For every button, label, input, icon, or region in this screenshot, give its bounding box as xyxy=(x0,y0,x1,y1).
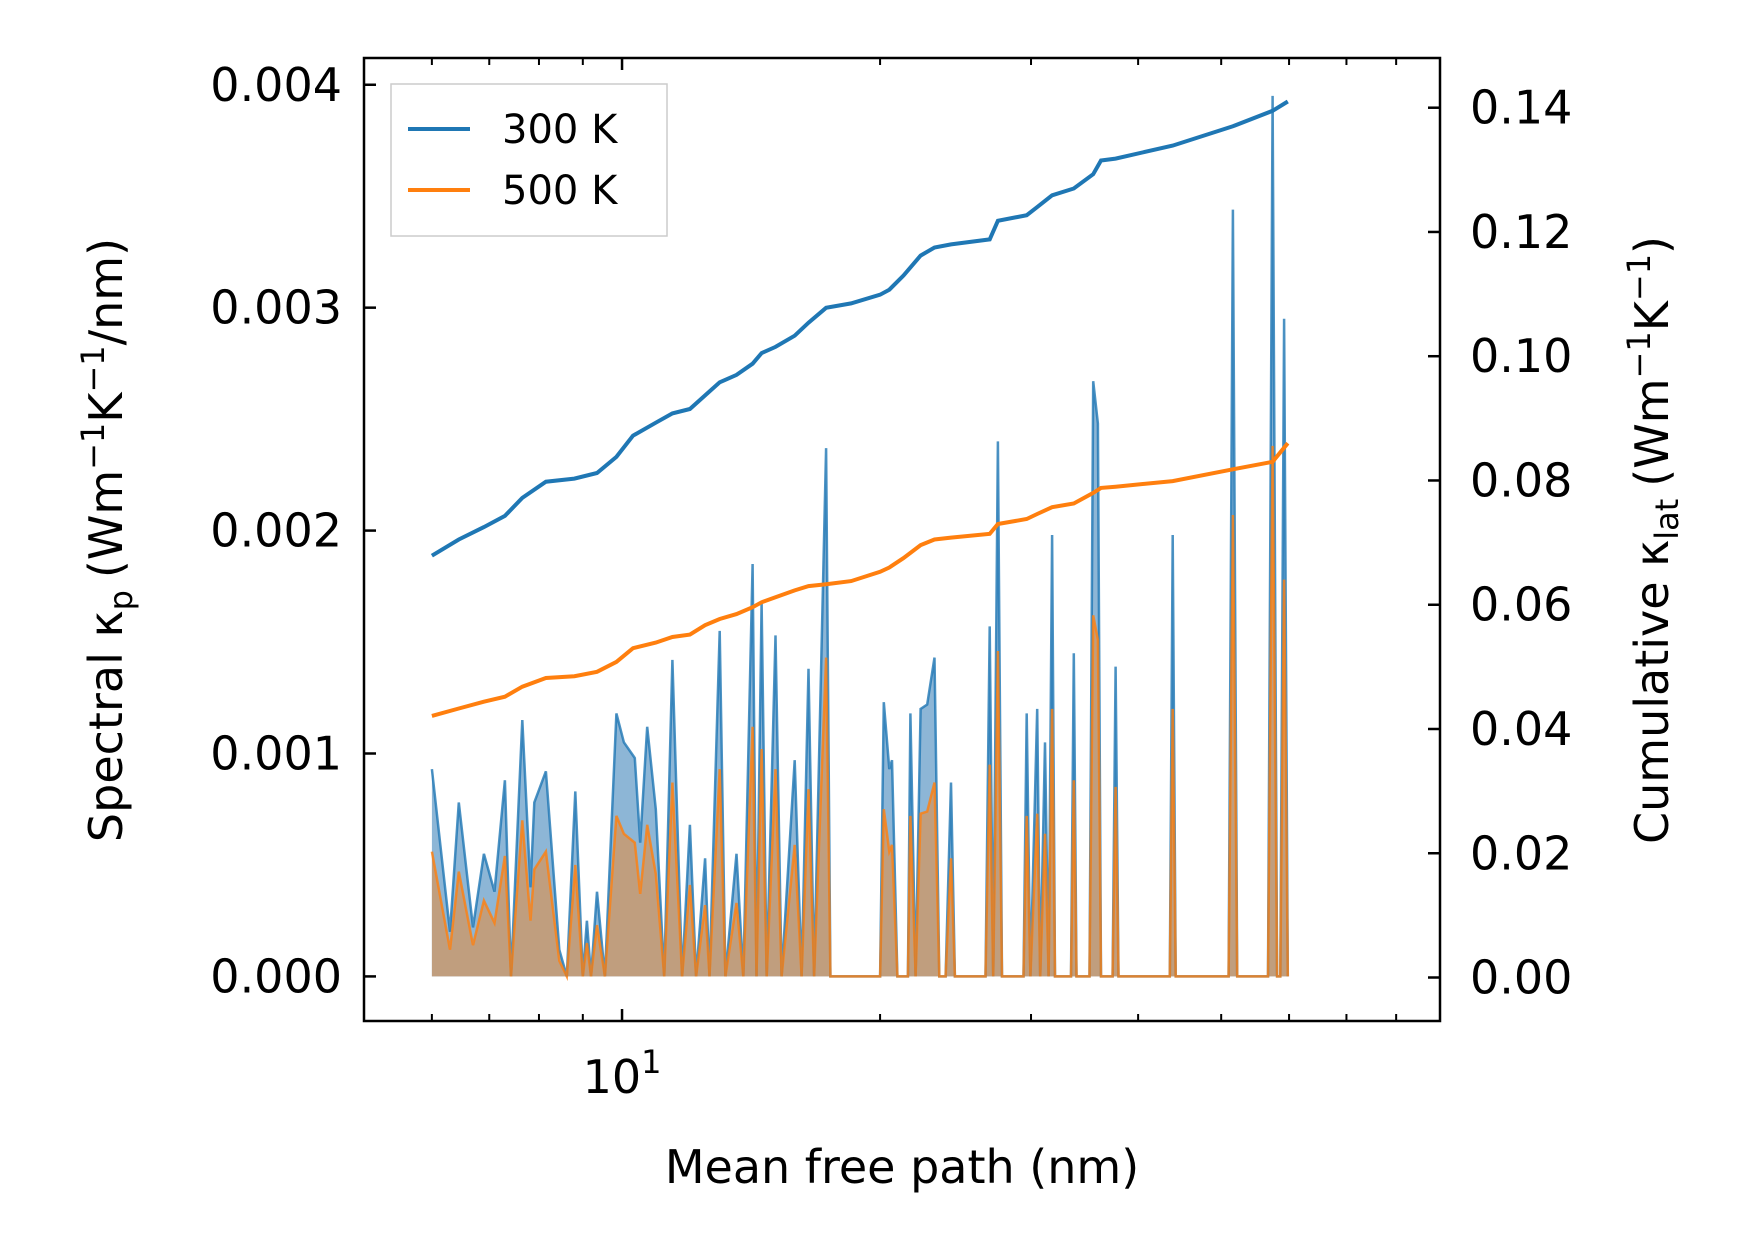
left-axis-title-prefix: Spectral κ xyxy=(79,610,133,842)
right-tick-label: 0.04 xyxy=(1470,702,1572,756)
tick-label-layer: 0.000 0.001 0.002 0.003 0.004 0.00 0.02 0.04 0.0… xyxy=(210,58,1572,1104)
left-tick-label: 0.001 xyxy=(210,727,342,781)
right-axis-title-unit-2: −1 xyxy=(1620,331,1658,378)
x-axis-title: Mean free path (nm) xyxy=(665,1140,1139,1194)
x-tick-label: 101 xyxy=(583,1043,662,1104)
right-tick-label: 0.06 xyxy=(1470,578,1572,632)
plot-frame xyxy=(362,56,1442,1023)
left-axis-title-unit-5: /nm) xyxy=(79,238,133,345)
left-axis-title-sub: p xyxy=(102,590,140,610)
cumulative-line-layer xyxy=(430,99,1290,718)
left-tick-label: 0.003 xyxy=(210,281,342,335)
left-axis-title-unit-3: K xyxy=(79,391,133,423)
right-axis-title-prefix: Cumulative κ xyxy=(1625,540,1679,844)
right-tick-label: 0.00 xyxy=(1470,951,1572,1005)
right-tick-label: 0.14 xyxy=(1470,81,1572,135)
tick-layer xyxy=(363,58,1441,1021)
spectral-line-layer xyxy=(430,95,1290,982)
right-tick-label: 0.12 xyxy=(1470,205,1572,259)
right-axis-title-unit-3: K xyxy=(1625,299,1679,331)
legend-label-500k: 500 K xyxy=(502,168,619,214)
right-tick-label: 0.02 xyxy=(1470,826,1572,880)
right-axis-title-unit-1: (Wm xyxy=(1625,378,1679,486)
right-axis-title-sub: lat xyxy=(1648,499,1686,540)
right-tick-label: 0.08 xyxy=(1470,453,1572,507)
right-axis-title-unit-4: −1 xyxy=(1620,254,1658,301)
cumulative-line-300k xyxy=(430,99,1289,558)
left-axis-title-unit-1: (Wm xyxy=(79,470,133,578)
left-tick-label: 0.004 xyxy=(210,58,342,112)
left-axis-title: Spectral κp(Wm−1K−1/nm) xyxy=(74,238,140,842)
right-axis-title: Cumulative κlat(Wm−1K−1) xyxy=(1620,236,1686,844)
legend-label-300k: 300 K xyxy=(502,107,619,153)
left-axis-title-unit-2: −1 xyxy=(74,423,112,470)
left-axis-title-unit-4: −1 xyxy=(74,345,112,392)
right-axis-title-unit-5: ) xyxy=(1625,236,1679,254)
legend-box xyxy=(390,83,668,237)
spectral-line-500k xyxy=(430,445,1290,982)
right-tick-label: 0.10 xyxy=(1470,329,1572,383)
left-tick-label: 0.002 xyxy=(210,504,342,558)
left-tick-label: 0.000 xyxy=(210,949,342,1003)
cumulative-line-500k xyxy=(431,441,1290,718)
legend: 300 K 500 K xyxy=(390,83,668,237)
